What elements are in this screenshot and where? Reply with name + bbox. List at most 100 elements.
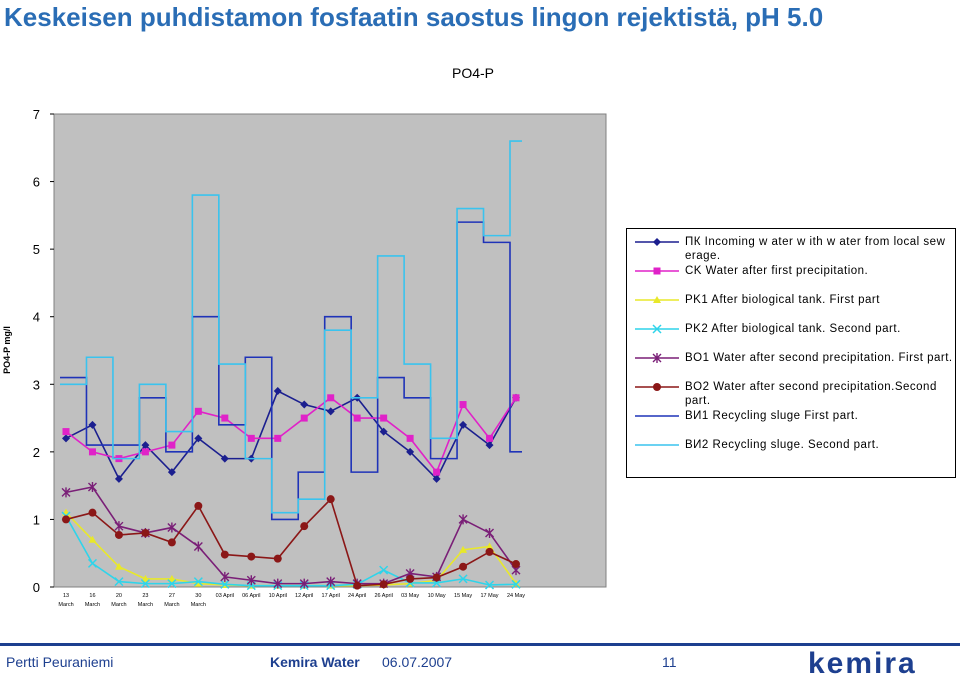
legend-label: BO2 Water after second precipitation.Sec… [685,381,937,407]
data-point-marker [299,578,309,589]
series-line [65,515,517,587]
data-point-marker [88,508,97,517]
data-point-marker [273,578,283,589]
legend-label: ВИ1 Recycling sluge First part. [685,410,859,422]
data-point-marker [62,434,70,443]
legend-label: CK Water after first precipitation. [685,265,869,277]
footer-date: 06.07.2007 [382,654,453,670]
footer-page-number: 11 [662,654,677,670]
data-point-marker [353,414,361,422]
x-tick-label: 24 April [348,593,366,599]
series-ck [62,394,520,476]
y-tick-label: 4 [33,310,40,325]
legend-label: PK2 After biological tank. Second part. [685,323,901,335]
line-chart: PO4-P PO4-P mg/l 0 1 2 3 4 5 6 7 13 March 16 March… [2,65,607,608]
data-point-marker [653,383,661,391]
data-point-marker [512,560,520,569]
data-point-marker [88,448,96,456]
legend-label: PK1 After biological tank. First part [685,294,880,306]
series-line [65,389,517,481]
data-point-marker [220,579,230,589]
data-point-marker [141,528,150,537]
series-bo2 [62,495,520,590]
data-point-marker [87,481,97,492]
chart-legend: ПК Incoming w ater w ith w ater from loc… [626,228,956,478]
data-point-marker [141,574,150,582]
data-point-marker [485,527,495,538]
data-point-marker [220,454,229,463]
data-point-marker [246,575,256,586]
data-point-marker [353,581,362,590]
data-point-marker [379,580,388,589]
data-point-marker [432,573,441,582]
data-point-marker [459,401,467,409]
y-tick-label: 6 [33,175,40,190]
data-point-marker [300,400,309,409]
data-point-marker [62,515,70,524]
data-point-marker [194,434,203,443]
data-point-marker [432,474,441,483]
x-tick-label: 10 May [428,593,446,599]
data-point-marker [485,441,494,450]
legend-label: ПК Incoming w ater w ith w ater from loc… [685,236,946,262]
data-point-marker [379,565,389,575]
data-point-marker [300,522,309,531]
data-point-marker [484,580,495,590]
series-ви1 [60,221,522,521]
x-tick-label: 26 April [374,593,392,599]
data-point-marker [87,558,98,568]
y-tick-label: 5 [33,242,40,257]
data-point-marker [274,434,282,442]
x-tick-label: 13 March [58,593,73,608]
legend-swatch [635,415,679,417]
legend-swatch [635,296,679,303]
x-tick-label: 17 April [322,593,340,599]
data-point-marker [326,407,335,416]
data-point-marker [140,579,150,589]
data-point-marker [273,554,282,563]
data-point-marker [193,577,203,587]
kemira-logo: kemira [808,647,917,680]
legend-label: ВИ2 Recycling sluge. Second part. [685,439,880,451]
legend-swatch [635,267,679,275]
x-tick-label: 06 April [242,593,260,599]
plot-area [53,113,607,588]
x-tick-label: 30 March [191,593,206,608]
data-point-marker [459,562,468,571]
data-point-marker [62,428,70,436]
data-point-marker [167,538,176,547]
x-tick-label: 10 April [269,593,287,599]
x-tick-label: 27 March [164,593,179,608]
chart-title: PO4-P [452,65,494,81]
data-point-marker [247,434,255,442]
footer-author: Pertti Peuraniemi [6,654,114,670]
series-line [60,221,522,521]
data-point-marker [652,353,662,363]
data-point-marker [406,574,415,583]
legend-swatch [635,444,679,446]
data-point-marker [114,474,123,483]
x-tick-label: 20 March [111,593,126,608]
data-point-marker [486,434,494,442]
series-ви2 [60,140,522,514]
data-point-marker [406,434,414,442]
data-point-marker [88,420,97,429]
data-point-marker [459,420,468,429]
data-point-marker [653,267,661,275]
legend-swatch [635,353,679,363]
y-tick-label: 2 [33,445,40,460]
legend-label: BO1 Water after second precipitation. Fi… [685,352,953,364]
series-line [65,396,517,474]
data-point-marker [406,447,415,456]
data-point-marker [194,501,203,510]
x-tick-label: 24 May [507,593,525,599]
x-tick-label: 17 May [481,593,499,599]
data-point-marker [167,579,177,589]
data-point-marker [459,545,468,553]
series-line [65,486,517,585]
data-point-marker [326,576,336,587]
data-point-marker [167,468,176,477]
legend-swatch [635,383,679,391]
data-point-marker [167,574,176,582]
x-tick-label: 16 March [85,593,100,608]
